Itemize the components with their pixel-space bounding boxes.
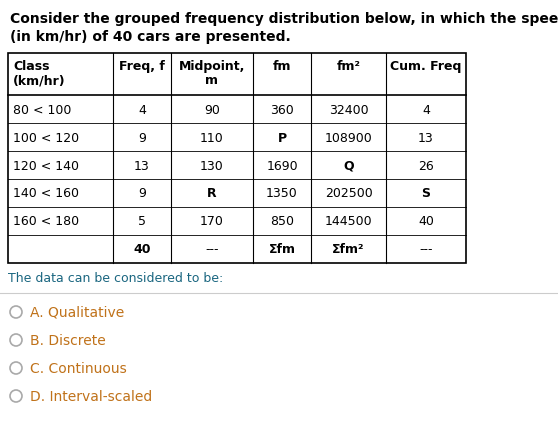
Text: fm²: fm² bbox=[336, 60, 360, 73]
Text: 9: 9 bbox=[138, 187, 146, 200]
Text: 4: 4 bbox=[138, 103, 146, 116]
Text: 108900: 108900 bbox=[325, 131, 372, 144]
Text: 80 < 100: 80 < 100 bbox=[13, 103, 71, 116]
Text: S: S bbox=[421, 187, 431, 200]
Text: Cum. Freq: Cum. Freq bbox=[390, 60, 461, 73]
Text: 1690: 1690 bbox=[266, 159, 298, 172]
Text: 120 < 140: 120 < 140 bbox=[13, 159, 79, 172]
Text: 90: 90 bbox=[204, 103, 220, 116]
Text: 170: 170 bbox=[200, 215, 224, 228]
Text: The data can be considered to be:: The data can be considered to be: bbox=[8, 271, 223, 284]
Text: Q: Q bbox=[343, 159, 354, 172]
Text: R: R bbox=[207, 187, 217, 200]
Text: D. Interval-scaled: D. Interval-scaled bbox=[30, 389, 152, 403]
Text: Consider the grouped frequency distribution below, in which the speed: Consider the grouped frequency distribut… bbox=[10, 12, 558, 26]
Text: B. Discrete: B. Discrete bbox=[30, 333, 106, 347]
Text: 5: 5 bbox=[138, 215, 146, 228]
Text: 202500: 202500 bbox=[325, 187, 372, 200]
Text: (in km/hr) of 40 cars are presented.: (in km/hr) of 40 cars are presented. bbox=[10, 30, 291, 44]
Text: A. Qualitative: A. Qualitative bbox=[30, 305, 124, 319]
Text: 130: 130 bbox=[200, 159, 224, 172]
Bar bbox=[8, 54, 466, 263]
Text: 13: 13 bbox=[134, 159, 150, 172]
Text: 110: 110 bbox=[200, 131, 224, 144]
Text: 40: 40 bbox=[418, 215, 434, 228]
Text: 40: 40 bbox=[133, 243, 151, 256]
Text: 140 < 160: 140 < 160 bbox=[13, 187, 79, 200]
Text: 850: 850 bbox=[270, 215, 294, 228]
Text: 4: 4 bbox=[422, 103, 430, 116]
Text: 26: 26 bbox=[418, 159, 434, 172]
Text: Class: Class bbox=[13, 60, 50, 73]
Text: Σfm: Σfm bbox=[268, 243, 296, 256]
Text: m: m bbox=[205, 74, 219, 87]
Text: Σfm²: Σfm² bbox=[332, 243, 365, 256]
Text: 9: 9 bbox=[138, 131, 146, 144]
Text: ---: --- bbox=[419, 243, 433, 256]
Text: 144500: 144500 bbox=[325, 215, 372, 228]
Text: 13: 13 bbox=[418, 131, 434, 144]
Text: (km/hr): (km/hr) bbox=[13, 74, 66, 87]
Text: fm: fm bbox=[273, 60, 291, 73]
Text: P: P bbox=[277, 131, 287, 144]
Text: C. Continuous: C. Continuous bbox=[30, 361, 127, 375]
Text: 160 < 180: 160 < 180 bbox=[13, 215, 79, 228]
Text: 1350: 1350 bbox=[266, 187, 298, 200]
Text: 32400: 32400 bbox=[329, 103, 368, 116]
Text: Freq, f: Freq, f bbox=[119, 60, 165, 73]
Text: Midpoint,: Midpoint, bbox=[179, 60, 245, 73]
Text: 100 < 120: 100 < 120 bbox=[13, 131, 79, 144]
Text: ---: --- bbox=[205, 243, 219, 256]
Text: 360: 360 bbox=[270, 103, 294, 116]
